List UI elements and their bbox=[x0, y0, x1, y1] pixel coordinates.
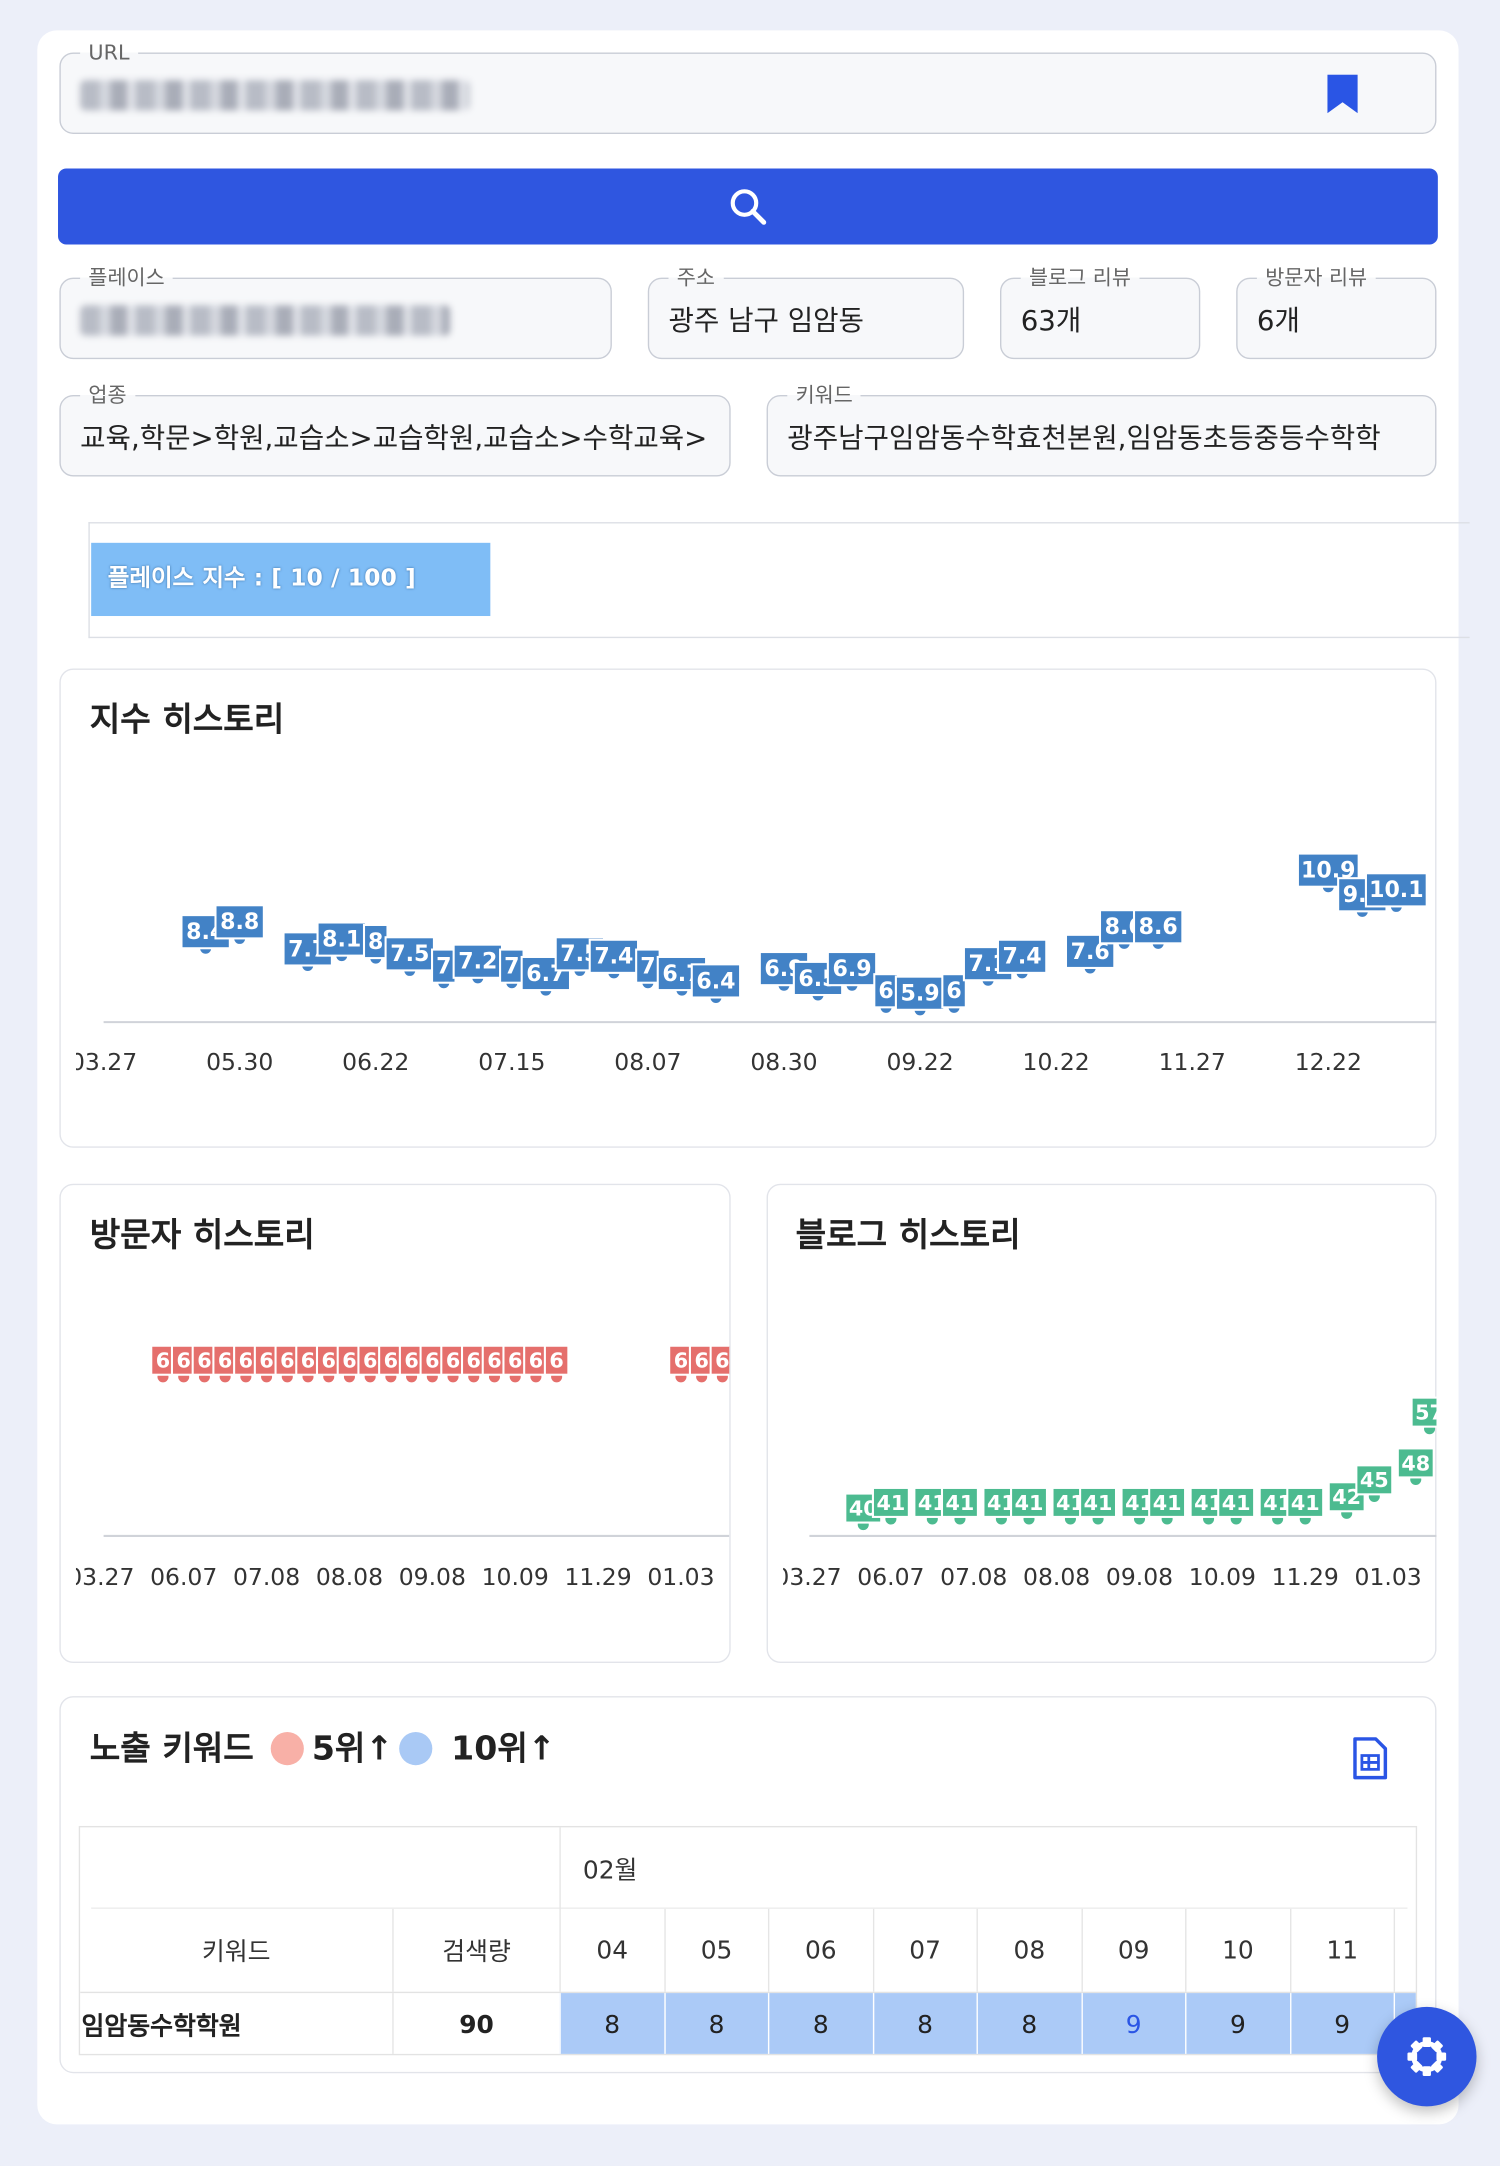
index-card bbox=[59, 668, 1437, 1148]
search-icon bbox=[730, 189, 767, 225]
rank-cell: 8 bbox=[872, 1993, 977, 2054]
rank-cell: 8 bbox=[559, 1993, 664, 2054]
date-header: 07 bbox=[872, 1908, 976, 1992]
volume-cell: 90 bbox=[392, 1993, 559, 2054]
field-label: 주소 bbox=[668, 262, 724, 293]
field-value: 광주남구임암동수학효천본원,임암동초등중등수학학 bbox=[787, 421, 1381, 455]
field-value: 교육,학문>학원,교습소>교습학원,교습소>수학교육> bbox=[80, 421, 708, 455]
bookmark-icon[interactable] bbox=[1327, 74, 1358, 114]
rank-cell: 8 bbox=[663, 1993, 768, 2054]
blurred-place bbox=[80, 305, 451, 336]
address-field[interactable]: 주소 광주 남구 임암동 bbox=[647, 262, 965, 360]
date-header: 10 bbox=[1185, 1908, 1289, 1992]
date-header: 09 bbox=[1080, 1908, 1185, 1992]
row-divider bbox=[80, 1991, 1416, 1994]
keyword-table: 02월 키워드 검색량 04 05 06 07 08 09 10 11 임암동수학학원 90 8 8 8 8 8 9… bbox=[78, 1825, 1418, 2056]
legend-swatch bbox=[398, 1732, 432, 1766]
field-label: 방문자 리뷰 bbox=[1256, 262, 1376, 293]
header-divider bbox=[91, 1907, 1408, 1909]
visitor-review-field[interactable]: 방문자 리뷰 6개 bbox=[1236, 262, 1437, 360]
rank-cell: 9 bbox=[1080, 1993, 1186, 2054]
blog-review-field[interactable]: 블로그 리뷰 63개 bbox=[1000, 262, 1201, 360]
url-field[interactable]: URL bbox=[59, 37, 1437, 134]
field-label: 키워드 bbox=[787, 379, 862, 411]
visitor-card bbox=[59, 1183, 731, 1663]
place-index-track bbox=[88, 522, 1470, 639]
settings-button[interactable] bbox=[1377, 2006, 1477, 2107]
search-button[interactable] bbox=[58, 168, 1438, 245]
column-header: 키워드 bbox=[201, 1937, 271, 1967]
rank-cell: 9 bbox=[1289, 1993, 1394, 2054]
exposure-header: 노출 키워드 5위↑ 10위↑ bbox=[90, 1728, 556, 1769]
date-header: 08 bbox=[976, 1908, 1081, 1992]
gear-icon bbox=[1407, 2037, 1447, 2076]
date-header bbox=[1393, 1908, 1416, 1992]
place-field[interactable]: 플레이스 bbox=[59, 262, 612, 360]
field-label: URL bbox=[80, 37, 138, 68]
rank-cell: 9 bbox=[1185, 1993, 1290, 2054]
blog-card bbox=[766, 1183, 1437, 1663]
sheet-icon[interactable] bbox=[1352, 1736, 1388, 1780]
field-label: 블로그 리뷰 bbox=[1020, 262, 1140, 293]
field-value: 6개 bbox=[1256, 303, 1300, 338]
rank-cell: 8 bbox=[767, 1993, 873, 2054]
date-header: 05 bbox=[663, 1908, 768, 1992]
keyword-cell[interactable]: 임암동수학학원 bbox=[81, 2012, 242, 2042]
place-index-bar: 플레이스 지수 : [ 10 / 100 ] bbox=[91, 542, 491, 617]
date-header: 06 bbox=[767, 1908, 872, 1992]
card-title: 방문자 히스토리 bbox=[89, 1215, 315, 1255]
field-value: 광주 남구 임암동 bbox=[668, 303, 864, 338]
field-label: 업종 bbox=[80, 379, 135, 411]
month-header: 02월 bbox=[559, 1827, 1415, 1909]
blurred-url bbox=[80, 80, 470, 111]
legend-label: 10위↑ bbox=[451, 1729, 556, 1768]
card-title: 지수 히스토리 bbox=[89, 700, 285, 739]
rank-cell: 8 bbox=[976, 1993, 1081, 2054]
date-header: 04 bbox=[559, 1908, 663, 1992]
field-value: 63개 bbox=[1020, 303, 1082, 338]
column-header: 검색량 bbox=[392, 1908, 559, 1992]
category-field[interactable]: 업종 교육,학문>학원,교습소>교습학원,교습소>수학교육> bbox=[59, 379, 731, 477]
field-label: 플레이스 bbox=[80, 262, 173, 293]
keyword-field[interactable]: 키워드 광주남구임암동수학효천본원,임암동초등중등수학학 bbox=[766, 379, 1437, 477]
exposure-title: 노출 키워드 bbox=[89, 1729, 254, 1768]
legend-label: 5위↑ bbox=[311, 1729, 394, 1768]
legend-swatch bbox=[270, 1732, 304, 1766]
date-header: 11 bbox=[1289, 1908, 1393, 1992]
card-title: 블로그 히스토리 bbox=[795, 1215, 1021, 1255]
